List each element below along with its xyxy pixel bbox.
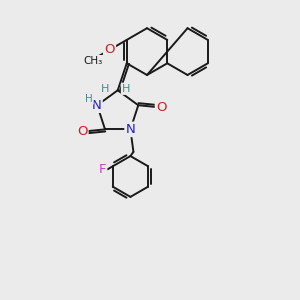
Text: N: N xyxy=(92,99,101,112)
Text: H: H xyxy=(85,94,93,103)
Text: H: H xyxy=(101,84,109,94)
Text: CH₃: CH₃ xyxy=(83,56,102,66)
Text: F: F xyxy=(98,163,106,176)
Text: O: O xyxy=(77,125,87,138)
Text: H: H xyxy=(122,84,130,94)
Text: N: N xyxy=(126,123,135,136)
Text: O: O xyxy=(156,101,166,114)
Text: O: O xyxy=(104,43,115,56)
